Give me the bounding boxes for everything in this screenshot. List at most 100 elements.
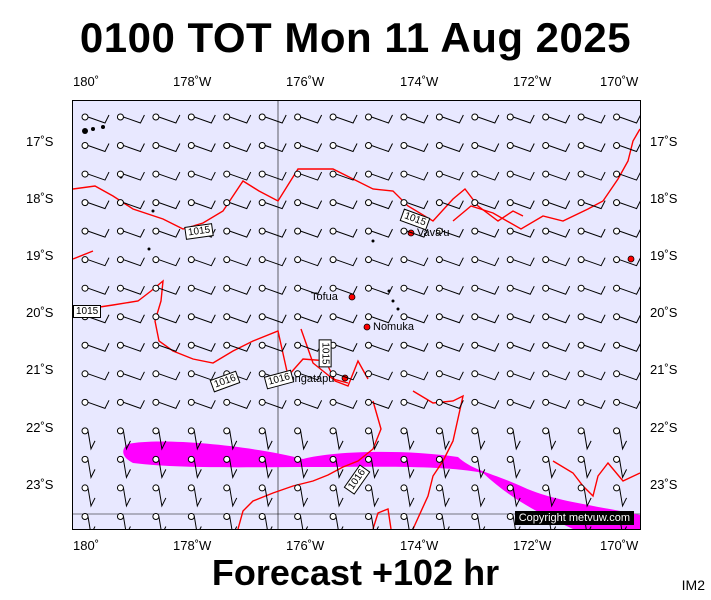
wind-barb: [548, 459, 557, 479]
wind-barb-station: [116, 455, 124, 463]
wind-barb: [229, 400, 252, 409]
wind-barb: [406, 314, 429, 324]
wind-barb-station: [435, 512, 443, 520]
wind-barb: [158, 314, 181, 324]
wind-barb-station: [506, 113, 514, 121]
wind-barb: [265, 114, 287, 124]
wind-barb-station: [294, 455, 302, 463]
wind-barb: [512, 459, 521, 479]
wind-barb-station: [577, 427, 585, 435]
islands: [82, 125, 400, 311]
wind-barb: [158, 371, 181, 381]
wind-barb: [442, 171, 464, 181]
wind-barb-station: [506, 256, 514, 264]
wind-barb-station: [577, 113, 585, 121]
wind-barb: [548, 487, 557, 508]
wind-barb-station: [613, 455, 621, 463]
wind-barb: [335, 516, 344, 529]
wind-barb: [548, 143, 571, 153]
wind-barb-station: [258, 284, 266, 292]
wind-barb-station: [542, 370, 550, 378]
lon-label-top: 174˚W: [400, 74, 439, 89]
wind-barb-station: [365, 284, 372, 292]
wind-barb: [513, 314, 535, 324]
wind-barb-station: [577, 398, 585, 406]
wind-barb: [123, 371, 145, 381]
wind-barb: [335, 487, 344, 508]
wind-barb-station: [542, 484, 550, 492]
wind-barb: [406, 228, 429, 238]
wind-barb: [442, 200, 464, 210]
wind-barb-station: [577, 199, 585, 207]
wind-barb-station: [613, 227, 621, 235]
wind-barb: [548, 285, 571, 295]
wind-barb: [406, 516, 415, 529]
wind-barb-station: [258, 512, 266, 520]
wind-barb-station: [223, 313, 231, 321]
wind-barb-station: [223, 284, 231, 292]
wind-barb: [300, 285, 323, 295]
wind-barb-station: [542, 227, 550, 235]
wind-barb: [158, 400, 181, 409]
wind-barb-station: [116, 313, 124, 321]
wind-barb: [193, 459, 202, 479]
wind-barb: [300, 200, 323, 210]
wind-barb: [477, 114, 500, 124]
wind-barb: [123, 200, 145, 210]
wind-barb: [229, 200, 252, 210]
wind-barb-station: [223, 142, 231, 150]
wind-barb-station: [506, 398, 514, 406]
wind-barb: [123, 257, 145, 267]
wind-barb-station: [471, 170, 479, 178]
wind-barb-station: [506, 142, 514, 150]
wind-barb-station: [329, 484, 337, 492]
wind-barb: [477, 143, 500, 153]
wind-barb-station: [152, 370, 160, 378]
wind-barb: [335, 228, 358, 238]
wind-barb-station: [542, 284, 550, 292]
wind-barb-station: [329, 512, 337, 520]
wind-barb: [87, 114, 110, 124]
wind-barb: [300, 430, 309, 451]
wind-barb-station: [81, 199, 89, 207]
wind-barb-station: [435, 113, 443, 121]
wind-barb: [548, 228, 571, 238]
wind-barb: [477, 200, 500, 210]
wind-barb: [300, 114, 323, 124]
wind-barb-station: [435, 170, 443, 178]
wind-barb-station: [187, 113, 195, 121]
wind-barb-station: [506, 455, 514, 463]
wind-barb-station: [506, 313, 514, 321]
wind-barb: [548, 314, 571, 324]
wind-barb-station: [258, 427, 266, 435]
lon-label-top: 170˚W: [600, 74, 639, 89]
wind-barb: [194, 114, 216, 124]
wind-barb-station: [365, 313, 372, 321]
wind-barb: [335, 285, 358, 295]
wind-barb: [265, 400, 287, 409]
wind-barb: [158, 143, 181, 153]
wind-barb-station: [613, 370, 621, 378]
wind-barb-station: [223, 455, 231, 463]
wind-barb-station: [187, 484, 195, 492]
lon-label-top: 178˚W: [173, 74, 212, 89]
wind-barb-station: [329, 313, 337, 321]
wind-barb-station: [294, 341, 302, 349]
wind-barb-station: [471, 341, 479, 349]
wind-barb: [513, 228, 535, 238]
wind-barb-station: [542, 256, 550, 264]
wind-barb-station: [435, 142, 443, 150]
wind-barb: [122, 430, 131, 451]
wind-barb: [194, 400, 216, 409]
wind-barb: [265, 257, 287, 267]
lon-label-bottom: 178˚W: [173, 538, 212, 553]
wind-barb: [619, 314, 640, 324]
wind-barb-station: [542, 427, 550, 435]
wind-barb: [548, 400, 571, 409]
wind-barb-station: [152, 398, 160, 406]
wind-barb-station: [223, 398, 231, 406]
lat-label-right: 21˚S: [650, 362, 678, 377]
wind-barb-station: [542, 142, 550, 150]
wind-barb-station: [400, 199, 408, 207]
wind-barb: [194, 343, 216, 352]
